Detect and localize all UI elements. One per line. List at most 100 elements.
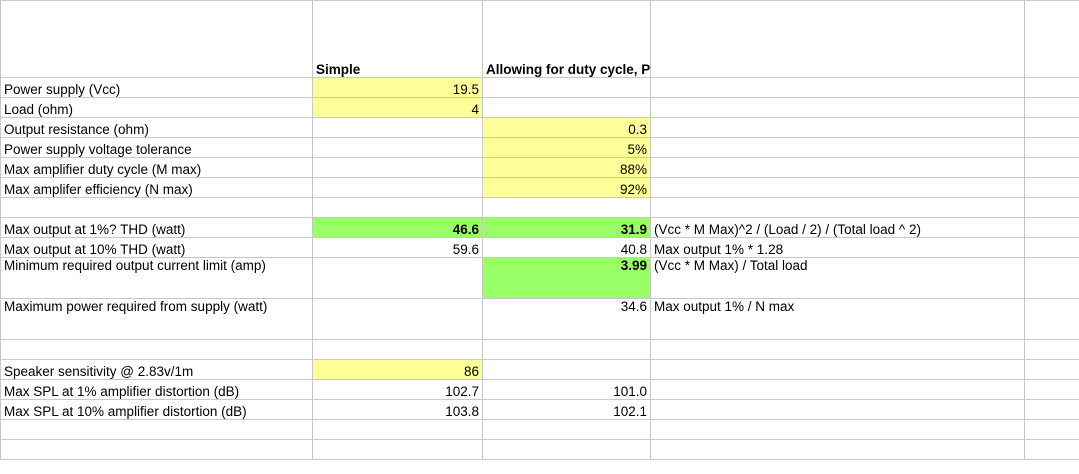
table-row: Maximum power required from supply (watt… xyxy=(0,298,1079,340)
allowing-value-cell[interactable]: 88% xyxy=(482,157,651,178)
simple-value-cell[interactable] xyxy=(312,197,483,218)
empty-cell[interactable] xyxy=(1024,359,1079,380)
label-cell[interactable]: Minimum required output current limit (a… xyxy=(0,257,313,299)
simple-value-cell[interactable] xyxy=(312,298,483,340)
label-cell[interactable]: Maximum power required from supply (watt… xyxy=(0,298,313,340)
formula-cell[interactable] xyxy=(650,399,1025,420)
label-cell[interactable] xyxy=(0,339,313,360)
label-cell[interactable]: Power supply (Vcc) xyxy=(0,77,313,98)
allowing-value-cell[interactable] xyxy=(482,339,651,360)
simple-value-cell[interactable] xyxy=(312,157,483,178)
formula-cell[interactable] xyxy=(650,339,1025,360)
spreadsheet-grid: Simple Allowing for duty cycle, PS toler… xyxy=(0,0,1079,460)
empty-cell[interactable] xyxy=(1024,237,1079,258)
table-row: Load (ohm) 4 xyxy=(0,97,1079,118)
simple-value-cell[interactable]: 4 xyxy=(312,97,483,118)
allowing-value-cell[interactable] xyxy=(482,77,651,98)
simple-value-cell[interactable]: 102.7 xyxy=(312,379,483,400)
formula-cell[interactable]: (Vcc * M Max)^2 / (Load / 2) / (Total lo… xyxy=(650,217,1025,238)
formula-cell[interactable] xyxy=(650,419,1025,440)
allowing-value-cell[interactable] xyxy=(482,439,651,460)
table-row: Max SPL at 10% amplifier distortion (dB)… xyxy=(0,399,1079,420)
allowing-value-cell[interactable]: 31.9 xyxy=(482,217,651,238)
table-row: Power supply voltage tolerance 5% xyxy=(0,137,1079,158)
simple-value-cell[interactable] xyxy=(312,137,483,158)
label-cell[interactable]: Max output at 10% THD (watt) xyxy=(0,237,313,258)
table-row: Output resistance (ohm) 0.3 xyxy=(0,117,1079,138)
formula-cell[interactable]: (Vcc * M Max) / Total load xyxy=(650,257,1025,299)
table-row: Minimum required output current limit (a… xyxy=(0,257,1079,299)
empty-cell[interactable] xyxy=(1024,137,1079,158)
label-cell[interactable]: Max SPL at 1% amplifier distortion (dB) xyxy=(0,379,313,400)
empty-cell[interactable] xyxy=(1024,419,1079,440)
simple-value-cell[interactable] xyxy=(312,419,483,440)
allowing-value-cell[interactable]: 40.8 xyxy=(482,237,651,258)
label-cell[interactable]: Load (ohm) xyxy=(0,97,313,118)
formula-cell[interactable] xyxy=(650,77,1025,98)
empty-cell[interactable] xyxy=(1024,77,1079,98)
empty-cell[interactable] xyxy=(1024,197,1079,218)
simple-value-cell[interactable]: 86 xyxy=(312,359,483,380)
allowing-value-cell[interactable] xyxy=(482,197,651,218)
label-cell[interactable]: Speaker sensitivity @ 2.83v/1m xyxy=(0,359,313,380)
label-cell[interactable]: Output resistance (ohm) xyxy=(0,117,313,138)
formula-cell[interactable] xyxy=(650,439,1025,460)
simple-value-cell[interactable] xyxy=(312,339,483,360)
header-cell-formula[interactable] xyxy=(650,0,1025,78)
label-cell[interactable]: Max amplifer efficiency (N max) xyxy=(0,177,313,198)
label-cell[interactable] xyxy=(0,197,313,218)
header-cell-simple[interactable]: Simple xyxy=(312,0,483,78)
allowing-value-cell[interactable]: 0.3 xyxy=(482,117,651,138)
allowing-value-cell[interactable] xyxy=(482,97,651,118)
label-cell[interactable]: Max amplifier duty cycle (M max) xyxy=(0,157,313,178)
simple-value-cell[interactable] xyxy=(312,257,483,299)
allowing-value-cell[interactable]: 5% xyxy=(482,137,651,158)
empty-cell[interactable] xyxy=(1024,97,1079,118)
label-cell[interactable]: Power supply voltage tolerance xyxy=(0,137,313,158)
simple-value-cell[interactable] xyxy=(312,177,483,198)
header-cell-label[interactable] xyxy=(0,0,313,78)
header-cell-extra[interactable] xyxy=(1024,0,1079,78)
allowing-value-cell[interactable]: 101.0 xyxy=(482,379,651,400)
empty-cell[interactable] xyxy=(1024,339,1079,360)
allowing-value-cell[interactable]: 92% xyxy=(482,177,651,198)
header-row: Simple Allowing for duty cycle, PS toler… xyxy=(0,0,1079,78)
empty-cell[interactable] xyxy=(1024,117,1079,138)
empty-cell[interactable] xyxy=(1024,439,1079,460)
table-row: Power supply (Vcc) 19.5 xyxy=(0,77,1079,98)
formula-cell[interactable] xyxy=(650,197,1025,218)
formula-cell[interactable] xyxy=(650,379,1025,400)
header-cell-allowing[interactable]: Allowing for duty cycle, PS tolerance an… xyxy=(482,0,651,78)
allowing-value-cell[interactable]: 34.6 xyxy=(482,298,651,340)
simple-value-cell[interactable] xyxy=(312,117,483,138)
allowing-value-cell[interactable]: 3.99 xyxy=(482,257,651,299)
simple-value-cell[interactable]: 19.5 xyxy=(312,77,483,98)
label-cell[interactable]: Max output at 1%? THD (watt) xyxy=(0,217,313,238)
formula-cell[interactable] xyxy=(650,359,1025,380)
empty-cell[interactable] xyxy=(1024,257,1079,299)
empty-cell[interactable] xyxy=(1024,157,1079,178)
label-cell[interactable]: Max SPL at 10% amplifier distortion (dB) xyxy=(0,399,313,420)
label-cell[interactable] xyxy=(0,419,313,440)
formula-cell[interactable]: Max output 1% / N max xyxy=(650,298,1025,340)
simple-value-cell[interactable]: 59.6 xyxy=(312,237,483,258)
formula-cell[interactable]: Max output 1% * 1.28 xyxy=(650,237,1025,258)
simple-value-cell[interactable]: 103.8 xyxy=(312,399,483,420)
empty-cell[interactable] xyxy=(1024,298,1079,340)
allowing-value-cell[interactable]: 102.1 xyxy=(482,399,651,420)
allowing-value-cell[interactable] xyxy=(482,359,651,380)
simple-value-cell[interactable] xyxy=(312,439,483,460)
label-cell[interactable] xyxy=(0,439,313,460)
empty-cell[interactable] xyxy=(1024,177,1079,198)
allowing-value-cell[interactable] xyxy=(482,419,651,440)
simple-value-cell[interactable]: 46.6 xyxy=(312,217,483,238)
formula-cell[interactable] xyxy=(650,97,1025,118)
formula-cell[interactable] xyxy=(650,137,1025,158)
formula-cell[interactable] xyxy=(650,157,1025,178)
table-row xyxy=(0,339,1079,360)
formula-cell[interactable] xyxy=(650,177,1025,198)
formula-cell[interactable] xyxy=(650,117,1025,138)
empty-cell[interactable] xyxy=(1024,399,1079,420)
empty-cell[interactable] xyxy=(1024,217,1079,238)
empty-cell[interactable] xyxy=(1024,379,1079,400)
